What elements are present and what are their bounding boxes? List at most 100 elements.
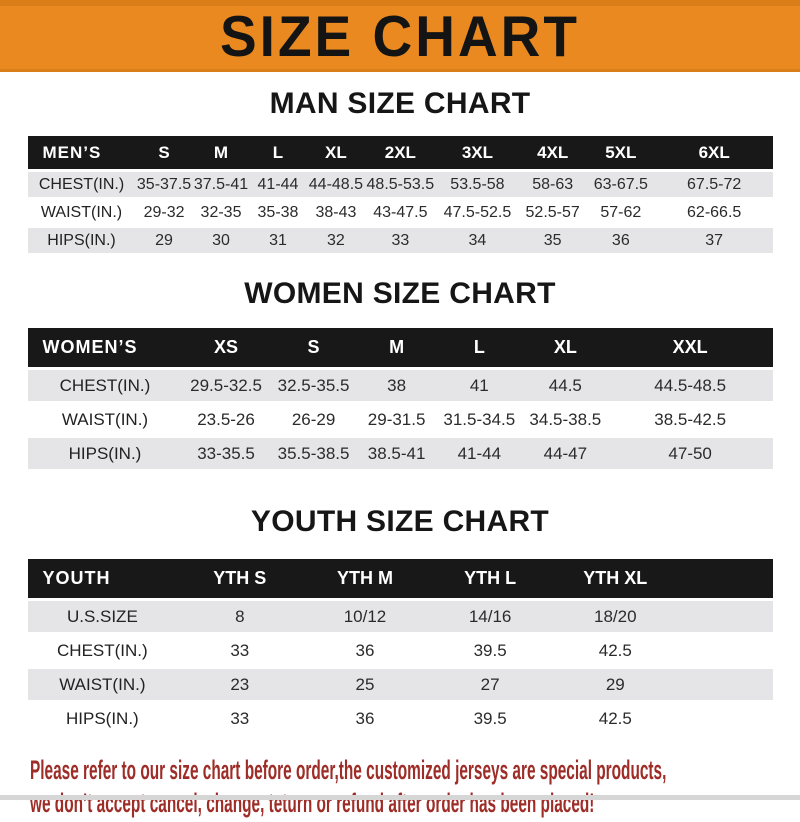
size-cell: 41 [469,375,489,395]
women-section-title: WOMEN SIZE CHART [244,277,556,310]
size-cell: 47.5-52.5 [443,203,512,221]
size-cell: 52.5-57 [525,203,580,221]
women-waist-row: WAIST(IN.) 23.5-26 26-29 29-31.5 31.5-34… [27,402,773,437]
row-label: WAIST(IN.) [40,203,123,221]
filler-cell [678,600,773,634]
filler-cell [678,634,773,668]
size-cell: 23.5-26 [197,409,255,429]
size-cell: 32-35 [200,203,242,221]
size-cell: 57-62 [600,203,642,221]
footer-line-2: we don’t accept cancel, change, teturn o… [30,788,595,818]
youth-col-header: YTH S [177,559,303,600]
size-chart-banner: SIZE CHART [0,0,800,72]
row-label: WAIST(IN.) [61,409,149,429]
size-cell: 27 [480,674,500,694]
size-cell: 31 [269,231,287,249]
size-cell: 62-66.5 [687,203,742,221]
size-cell: 42.5 [598,640,632,660]
youth-ussize-row: U.S.SIZE 8 10/12 14/16 18/20 [27,599,773,634]
bottom-edge-strip [0,795,800,800]
size-cell: 63-67.5 [593,175,648,193]
size-cell: 29.5-32.5 [190,375,262,395]
men-col-header: XL [306,136,366,171]
size-cell: 41-44 [257,175,299,193]
youth-header-row: YOUTH YTH S YTH M YTH L YTH XL [27,559,773,600]
size-cell: 35-37.5 [136,175,192,193]
size-cell: 33 [391,231,410,249]
men-header-label: MEN’S [27,136,136,171]
size-cell: 29 [605,674,625,694]
youth-col-header: YTH XL [552,559,678,600]
men-col-header: 5XL [585,136,656,171]
size-cell: 29 [155,231,173,249]
size-cell: 35 [543,231,562,249]
size-cell: 53.5-58 [450,175,505,193]
size-cell: 36 [355,708,375,728]
youth-waist-row: WAIST(IN.) 23 25 27 29 [27,667,773,702]
women-size-table: WOMEN’S XS S M L XL XXL CHEST(IN.) 29.5-… [27,328,773,469]
women-hips-row: HIPS(IN.) 33-35.5 35.5-38.5 38.5-41 41-4… [27,436,773,469]
size-cell: 58-63 [532,175,574,193]
women-chest-row: CHEST(IN.) 29.5-32.5 32.5-35.5 38 41 44.… [27,368,773,403]
size-cell: 44-47 [543,443,588,463]
size-cell: 41-44 [457,443,502,463]
women-header-label: WOMEN’S [27,328,183,369]
row-label: HIPS(IN.) [47,231,116,249]
women-header-row: WOMEN’S XS S M L XL XXL [27,328,773,369]
youth-size-table: YOUTH YTH S YTH M YTH L YTH XL U.S.SIZE … [27,559,773,735]
size-cell: 31.5-34.5 [443,409,516,429]
youth-header-label: YOUTH [27,559,178,600]
footer-note: Please refer to our size chart before or… [30,756,800,822]
size-cell: 14/16 [468,606,512,626]
men-col-header: 4XL [519,136,586,171]
size-cell: 44.5-48.5 [654,375,727,395]
men-waist-row: WAIST(IN.) 29-32 32-35 35-38 38-43 43-47… [27,198,773,227]
size-cell: 36 [611,231,630,249]
size-cell: 32.5-35.5 [277,375,350,395]
men-col-header: M [192,136,250,171]
size-cell: 43-47.5 [373,203,428,221]
filler-cell [678,668,773,702]
size-cell: 44-48.5 [308,175,364,193]
row-label: HIPS(IN.) [68,443,142,463]
men-hips-row: HIPS(IN.) 29 30 31 32 33 34 35 36 37 [27,226,773,253]
size-cell: 48.5-53.5 [366,175,435,193]
size-cell: 29-31.5 [367,409,426,429]
size-cell: 8 [235,606,245,626]
women-col-header: S [269,328,358,369]
size-cell: 33 [230,640,250,660]
size-cell: 23 [230,674,250,694]
size-cell: 25 [355,674,375,694]
banner-title: SIZE CHART [220,3,580,69]
size-cell: 26-29 [291,409,336,429]
row-label: WAIST(IN.) [59,674,146,694]
size-cell: 35.5-38.5 [277,443,350,463]
size-cell: 67.5-72 [687,175,742,193]
row-label: U.S.SIZE [66,606,138,626]
size-cell: 33 [230,708,250,728]
men-col-header: 6XL [655,136,773,171]
size-cell: 36 [355,640,375,660]
women-col-header: XL [522,328,608,369]
size-cell: 32 [327,231,345,249]
size-cell: 47-50 [668,443,712,463]
size-cell: 42.5 [598,708,632,728]
men-section-title: MAN SIZE CHART [269,87,531,120]
row-label: CHEST(IN.) [38,175,125,193]
youth-col-header: YTH M [302,559,428,600]
size-cell: 30 [212,231,230,249]
size-cell: 38 [387,375,407,395]
size-cell: 39.5 [473,708,507,728]
size-cell: 37.5-41 [193,175,249,193]
men-size-table: MEN’S S M L XL 2XL 3XL 4XL 5XL 6XL CHEST… [27,136,773,253]
youth-chest-row: CHEST(IN.) 33 36 39.5 42.5 [27,633,773,668]
row-label: CHEST(IN.) [57,640,148,660]
men-header-row: MEN’S S M L XL 2XL 3XL 4XL 5XL 6XL [27,136,773,171]
men-chest-row: CHEST(IN.) 35-37.5 37.5-41 41-44 44-48.5… [27,170,773,199]
women-col-header: L [435,328,523,369]
size-cell: 37 [705,231,724,249]
youth-hips-row: HIPS(IN.) 33 36 39.5 42.5 [27,701,773,735]
size-cell: 38.5-42.5 [654,409,727,429]
size-cell: 10/12 [343,606,387,626]
youth-col-header: YTH L [427,559,553,600]
